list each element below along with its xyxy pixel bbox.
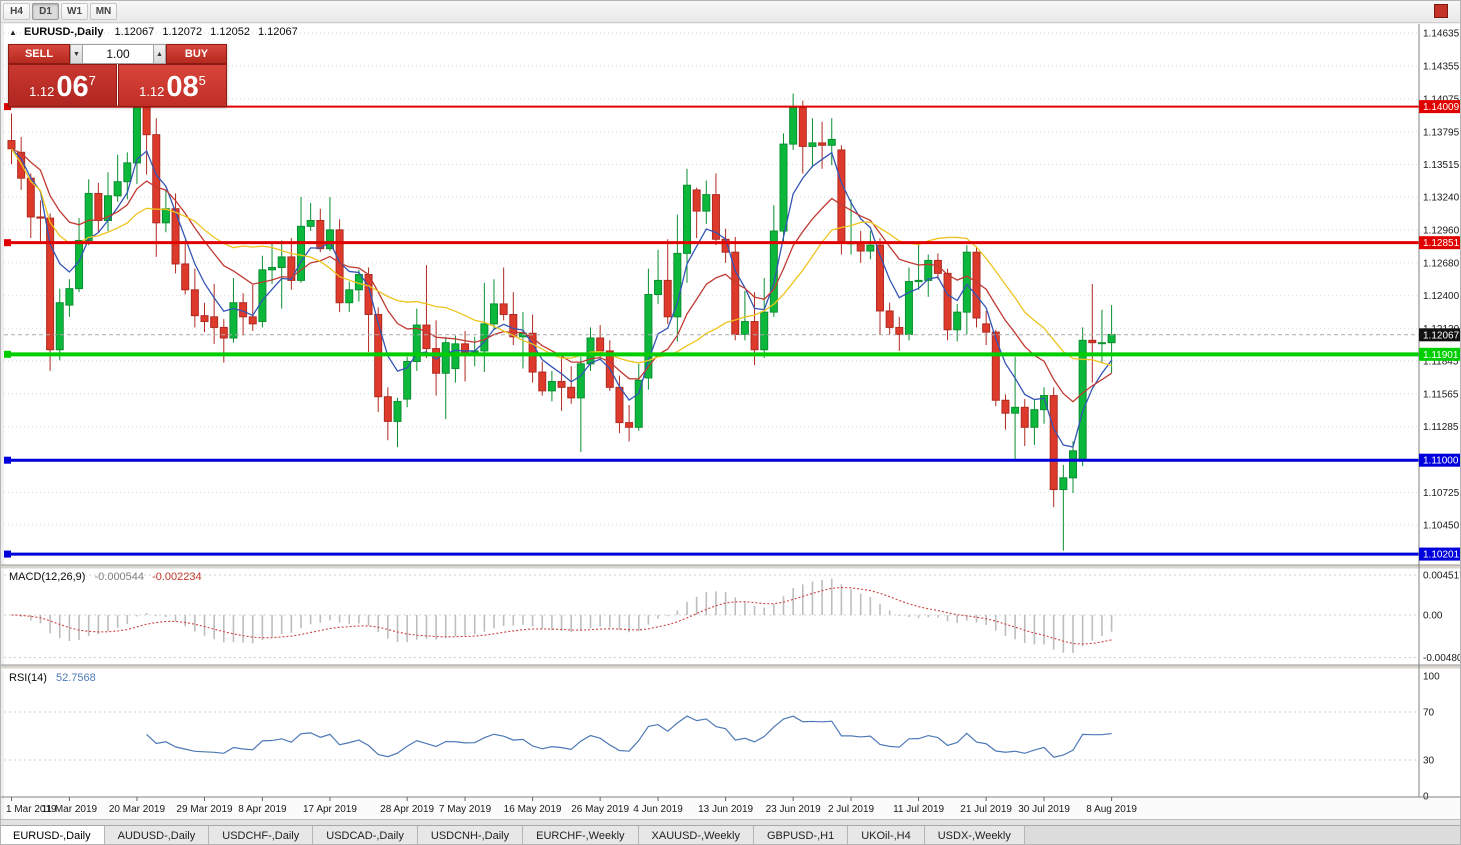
chart-tab-eurusd-daily[interactable]: EURUSD-,Daily (0, 826, 105, 845)
svg-text:30 Jul 2019: 30 Jul 2019 (1018, 804, 1070, 815)
bid-pips: 06 (56, 71, 89, 103)
timeframe-button-w1[interactable]: W1 (61, 2, 88, 20)
volume-field[interactable]: 1.00 (82, 44, 154, 64)
svg-text:16 May 2019: 16 May 2019 (504, 804, 562, 815)
svg-text:-0.004806: -0.004806 (1423, 653, 1461, 664)
bid-price-tile[interactable]: 1.12 06 7 (8, 64, 117, 107)
svg-text:29 Mar 2019: 29 Mar 2019 (176, 804, 233, 815)
svg-text:2 Jul 2019: 2 Jul 2019 (828, 804, 875, 815)
chart-tab-eurchf-weekly[interactable]: EURCHF-,Weekly (523, 826, 639, 845)
rsi-value: 52.7568 (55, 672, 96, 684)
svg-text:0.00: 0.00 (1423, 611, 1443, 622)
svg-text:1.12851: 1.12851 (1423, 238, 1460, 249)
chart-tab-usdcad-daily[interactable]: USDCAD-,Daily (313, 826, 418, 845)
chart-tab-usdchf-daily[interactable]: USDCHF-,Daily (209, 826, 314, 845)
svg-text:23 Jun 2019: 23 Jun 2019 (766, 804, 821, 815)
svg-text:1.10450: 1.10450 (1423, 520, 1460, 531)
svg-text:11 Mar 2019: 11 Mar 2019 (42, 804, 98, 815)
chart-tab-usdcnh-daily[interactable]: USDCNH-,Daily (417, 826, 524, 845)
timeframe-button-mn[interactable]: MN (90, 2, 117, 20)
macd-name: MACD(12,26,9) (9, 571, 86, 583)
svg-text:100: 100 (1423, 672, 1440, 683)
svg-text:1.14355: 1.14355 (1423, 61, 1460, 72)
svg-text:1.14075: 1.14075 (1423, 94, 1460, 105)
sell-button[interactable]: SELL (8, 44, 70, 64)
chart-symbol: EURUSD-,Daily (23, 26, 104, 38)
svg-text:30: 30 (1423, 756, 1435, 767)
svg-text:1.10201: 1.10201 (1423, 550, 1460, 561)
macd-main-value: -0.000544 (94, 571, 145, 583)
buy-button[interactable]: BUY (166, 44, 227, 64)
ask-price-tile[interactable]: 1.12 08 5 (118, 64, 227, 107)
svg-text:1.13795: 1.13795 (1423, 127, 1460, 138)
svg-text:1.11901: 1.11901 (1423, 350, 1459, 361)
svg-text:1.10725: 1.10725 (1423, 488, 1460, 499)
macd-signal-value: -0.002234 (152, 571, 202, 583)
svg-text:0.004517: 0.004517 (1423, 571, 1461, 582)
svg-text:1.14635: 1.14635 (1423, 29, 1460, 40)
chart-tab-gbpusd-h1[interactable]: GBPUSD-,H1 (753, 826, 849, 845)
svg-text:70: 70 (1423, 708, 1435, 719)
svg-text:1.13515: 1.13515 (1423, 160, 1460, 171)
svg-text:1.11845: 1.11845 (1423, 356, 1459, 367)
svg-text:21 Jul 2019: 21 Jul 2019 (960, 804, 1012, 815)
chart-title: ▲ EURUSD-,Daily 1.12067 1.12072 1.12052 … (9, 26, 303, 38)
svg-text:1.13240: 1.13240 (1423, 192, 1460, 203)
svg-text:1.12400: 1.12400 (1423, 291, 1460, 302)
svg-text:1 Mar 2019: 1 Mar 2019 (6, 804, 57, 815)
timeframe-button-h4[interactable]: H4 (3, 2, 30, 20)
svg-text:1.11285: 1.11285 (1423, 422, 1459, 433)
bottom-resize-strip (0, 819, 1461, 825)
svg-text:7 May 2019: 7 May 2019 (439, 804, 492, 815)
chart-tab-ukoil-h4[interactable]: UKOil-,H4 (848, 826, 925, 845)
svg-text:20 Mar 2019: 20 Mar 2019 (109, 804, 166, 815)
chart-area[interactable]: 1.14635 1.14355 1.14075 1.13795 1.13515 1.132… (0, 23, 1461, 819)
svg-text:1.12680: 1.12680 (1423, 258, 1460, 269)
rsi-name: RSI(14) (9, 672, 47, 684)
bid-pipette: 7 (88, 73, 96, 88)
svg-text:26 May 2019: 26 May 2019 (571, 804, 629, 815)
bid-big-figure: 1.12 (29, 84, 55, 99)
svg-text:1.14009: 1.14009 (1423, 102, 1460, 113)
svg-text:8 Apr 2019: 8 Apr 2019 (238, 804, 287, 815)
volume-value: 1.00 (106, 47, 130, 61)
ohlc-high: 1.12072 (162, 26, 203, 38)
ohlc-open: 1.12067 (114, 26, 155, 38)
rsi-indicator-label: RSI(14) 52.7568 (9, 672, 96, 684)
chart-tab-bar: EURUSD-,Daily AUDUSD-,Daily USDCHF-,Daily U… (0, 825, 1461, 845)
svg-text:8 Aug 2019: 8 Aug 2019 (1086, 804, 1137, 815)
volume-increase-button[interactable]: ▲ (154, 44, 166, 64)
svg-text:4 Jun 2019: 4 Jun 2019 (633, 804, 683, 815)
chart-tab-audusd-daily[interactable]: AUDUSD-,Daily (104, 826, 210, 845)
chart-tab-usdx-weekly[interactable]: USDX-,Weekly (924, 826, 1025, 845)
ask-pipette: 5 (198, 73, 206, 88)
svg-text:13 Jun 2019: 13 Jun 2019 (698, 804, 753, 815)
timeframe-button-d1[interactable]: D1 (32, 2, 59, 20)
window-close-icon[interactable] (1434, 4, 1448, 18)
svg-text:1.11000: 1.11000 (1423, 456, 1459, 467)
svg-text:17 Apr 2019: 17 Apr 2019 (303, 804, 357, 815)
ask-pips: 08 (166, 71, 199, 103)
collapse-arrow-icon[interactable]: ▲ (9, 28, 17, 37)
ohlc-low: 1.12052 (210, 26, 250, 38)
timeframe-toolbar: H4 D1 W1 MN (0, 0, 1461, 23)
svg-text:1.11565: 1.11565 (1423, 389, 1459, 400)
chart-tab-xauusd-weekly[interactable]: XAUUSD-,Weekly (638, 826, 754, 845)
svg-text:28 Apr 2019: 28 Apr 2019 (380, 804, 434, 815)
one-click-trading-panel: SELL ▼ 1.00 ▲ BUY 1.12 06 7 1.12 08 5 (8, 44, 227, 107)
ohlc-close: 1.12067 (258, 26, 298, 38)
timeframe-buttons: H4 D1 W1 MN (3, 2, 119, 20)
svg-text:1.12067: 1.12067 (1423, 330, 1460, 341)
macd-indicator-label: MACD(12,26,9) -0.000544 -0.002234 (9, 571, 202, 583)
svg-text:11 Jul 2019: 11 Jul 2019 (893, 804, 944, 815)
svg-text:1.12960: 1.12960 (1423, 225, 1460, 236)
ask-big-figure: 1.12 (139, 84, 165, 99)
volume-decrease-button[interactable]: ▼ (70, 44, 82, 64)
